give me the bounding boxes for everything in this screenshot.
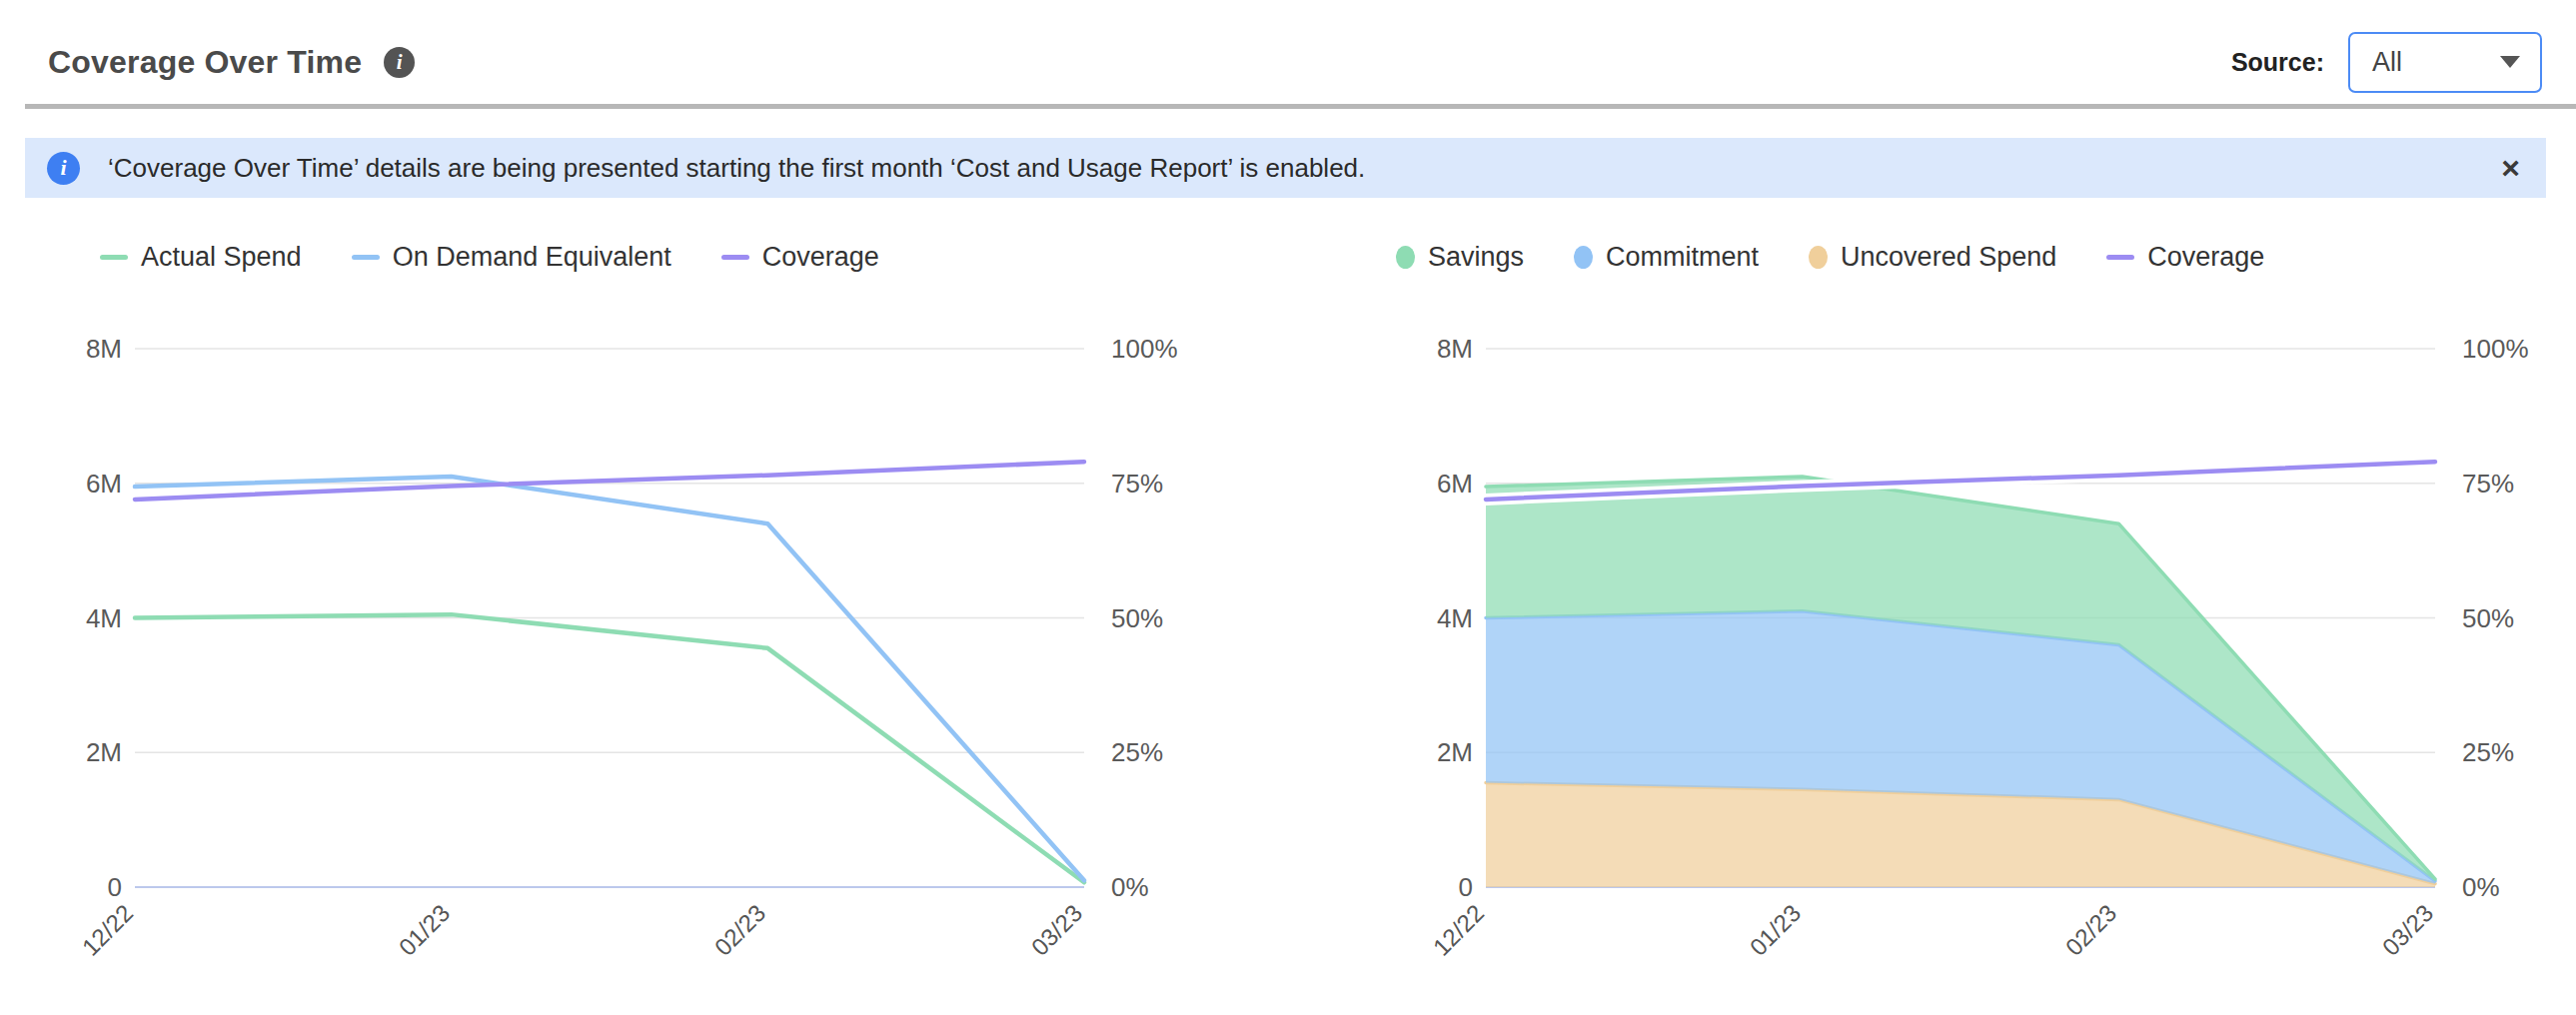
coverage-stacked-chart: Savings Commitment Uncovered Spend Coverage… [1394, 226, 2576, 1005]
source-label: Source: [2231, 48, 2324, 77]
y-axis-label-left: 2M [48, 737, 122, 768]
y-axis-label-left: 6M [48, 469, 122, 500]
plot-area [135, 349, 1084, 887]
x-axis-label: 03/23 [990, 899, 1088, 997]
y-axis-label-right: 0% [2462, 872, 2552, 903]
legend-label: Uncovered Spend [1841, 242, 2056, 273]
legend-label: On Demand Equivalent [393, 242, 671, 273]
banner-info-icon: i [47, 152, 80, 185]
legend-line-icon [2106, 255, 2134, 260]
stacked-area-canvas [1486, 349, 2435, 887]
y-axis-label-left: 6M [1399, 469, 1473, 500]
coverage-line-chart: Actual Spend On Demand Equivalent Coverage… [48, 226, 1232, 1005]
x-axis-label: 01/23 [1709, 899, 1807, 997]
chart-legend: Savings Commitment Uncovered Spend Coverage [1396, 242, 2264, 273]
x-axis-label: 01/23 [358, 899, 456, 997]
chart-legend: Actual Spend On Demand Equivalent Coverage [100, 242, 879, 273]
y-axis-label-right: 25% [1111, 737, 1201, 768]
y-axis-label-left: 0 [1399, 872, 1473, 903]
legend-item-commitment[interactable]: Commitment [1574, 242, 1759, 273]
y-axis-label-left: 4M [48, 603, 122, 634]
y-axis-label-right: 0% [1111, 872, 1201, 903]
x-axis-label: 02/23 [2025, 899, 2123, 997]
legend-item-coverage[interactable]: Coverage [721, 242, 879, 273]
legend-label: Savings [1428, 242, 1524, 273]
y-axis-label-right: 50% [1111, 603, 1201, 634]
legend-dot-icon [1809, 246, 1828, 269]
series-line-on-demand-equivalent [135, 477, 1084, 880]
info-banner: i ‘Coverage Over Time’ details are being… [25, 138, 2546, 198]
page-title: Coverage Over Time [48, 44, 362, 81]
banner-close-icon[interactable]: × [2501, 152, 2520, 184]
y-axis-label-left: 2M [1399, 737, 1473, 768]
legend-item-actual-spend[interactable]: Actual Spend [100, 242, 302, 273]
title-info-icon[interactable]: i [384, 47, 415, 78]
legend-item-on-demand-equivalent[interactable]: On Demand Equivalent [352, 242, 671, 273]
legend-item-savings[interactable]: Savings [1396, 242, 1524, 273]
legend-item-uncovered-spend[interactable]: Uncovered Spend [1809, 242, 2056, 273]
x-axis-label: 02/23 [674, 899, 772, 997]
y-axis-label-right: 75% [2462, 469, 2552, 500]
legend-line-icon [100, 255, 128, 260]
chevron-down-icon [2500, 56, 2520, 68]
y-axis-label-left: 0 [48, 872, 122, 903]
x-axis-label: 12/22 [41, 899, 139, 997]
line-chart-canvas [135, 349, 1084, 887]
y-axis-label-left: 4M [1399, 603, 1473, 634]
legend-line-icon [352, 255, 380, 260]
y-axis-label-right: 100% [2462, 334, 2552, 365]
charts-region: Actual Spend On Demand Equivalent Coverage… [0, 226, 2576, 1015]
y-axis-label-right: 75% [1111, 469, 1201, 500]
y-axis-label-right: 50% [2462, 603, 2552, 634]
legend-dot-icon [1396, 246, 1415, 269]
series-line-actual-spend [135, 614, 1084, 882]
y-axis-label-right: 100% [1111, 334, 1201, 365]
legend-label: Commitment [1606, 242, 1759, 273]
legend-line-icon [721, 255, 749, 260]
header-divider [25, 104, 2576, 109]
y-axis-label-left: 8M [48, 334, 122, 365]
page-header: Coverage Over Time i Source: All [0, 0, 2576, 104]
y-axis-label-right: 25% [2462, 737, 2552, 768]
legend-label: Actual Spend [141, 242, 302, 273]
banner-text: ‘Coverage Over Time’ details are being p… [108, 153, 2501, 184]
y-axis-label-left: 8M [1399, 334, 1473, 365]
legend-label: Coverage [2147, 242, 2264, 273]
source-dropdown-value: All [2372, 47, 2402, 78]
x-axis-label: 12/22 [1392, 899, 1490, 997]
legend-item-coverage[interactable]: Coverage [2106, 242, 2264, 273]
x-axis-label: 03/23 [2341, 899, 2439, 997]
legend-label: Coverage [762, 242, 879, 273]
source-dropdown[interactable]: All [2348, 32, 2542, 93]
legend-dot-icon [1574, 246, 1593, 269]
plot-area [1486, 349, 2435, 887]
